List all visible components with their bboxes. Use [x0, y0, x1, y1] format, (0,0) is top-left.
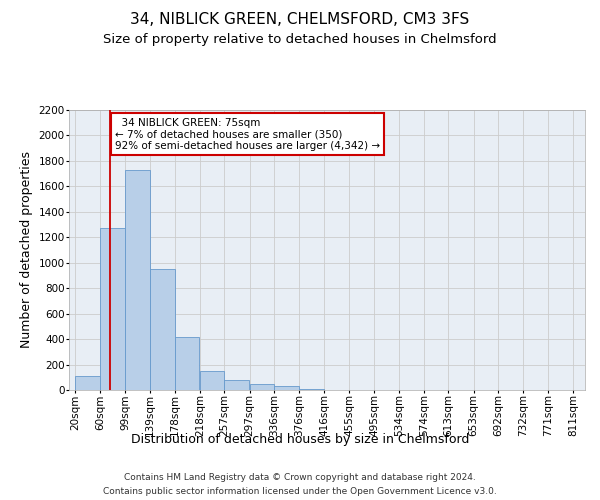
Bar — [200, 371, 224, 390]
Text: Distribution of detached houses by size in Chelmsford: Distribution of detached houses by size … — [131, 432, 469, 446]
Bar — [175, 337, 199, 390]
Bar — [75, 376, 100, 390]
Bar — [150, 269, 175, 390]
Text: Contains public sector information licensed under the Open Government Licence v3: Contains public sector information licen… — [103, 488, 497, 496]
Bar — [299, 388, 324, 390]
Bar — [224, 380, 249, 390]
Text: Contains HM Land Registry data © Crown copyright and database right 2024.: Contains HM Land Registry data © Crown c… — [124, 472, 476, 482]
Y-axis label: Number of detached properties: Number of detached properties — [20, 152, 33, 348]
Text: 34 NIBLICK GREEN: 75sqm
← 7% of detached houses are smaller (350)
92% of semi-de: 34 NIBLICK GREEN: 75sqm ← 7% of detached… — [115, 118, 380, 151]
Text: 34, NIBLICK GREEN, CHELMSFORD, CM3 3FS: 34, NIBLICK GREEN, CHELMSFORD, CM3 3FS — [130, 12, 470, 28]
Bar — [250, 384, 274, 390]
Text: Size of property relative to detached houses in Chelmsford: Size of property relative to detached ho… — [103, 32, 497, 46]
Bar — [125, 170, 149, 390]
Bar — [274, 386, 299, 390]
Bar — [100, 228, 125, 390]
